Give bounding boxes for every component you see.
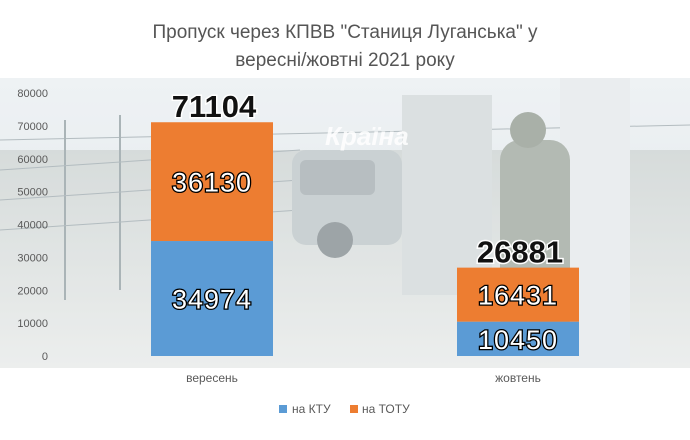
y-tick-label: 30000: [17, 252, 48, 264]
data-labels: 34974 36130 71104 10450 16431 26881: [170, 88, 564, 356]
bar-value-label: 10450: [478, 325, 558, 355]
watermark: Країна: [325, 121, 409, 151]
legend-swatch-kty: [279, 405, 287, 413]
y-tick-label: 40000: [17, 220, 48, 232]
y-tick-label: 20000: [17, 285, 48, 297]
y-tick-label: 70000: [17, 121, 48, 133]
bar-value-label: 16431: [478, 281, 558, 311]
bar-segment: [457, 321, 579, 356]
x-category-label: вересень: [186, 371, 238, 385]
y-tick-label: 0: [42, 351, 48, 363]
y-tick-label: 60000: [17, 154, 48, 166]
chart-title-line1: Пропуск через КПВВ "Станиця Луганська" у: [152, 22, 538, 43]
bar-total-label: 26881: [477, 235, 563, 270]
y-tick-label: 10000: [17, 318, 48, 330]
bars: [151, 122, 579, 356]
legend: на КТУ на ТОТУ: [279, 402, 410, 416]
legend-label-toty: на ТОТУ: [362, 402, 410, 416]
y-tick-label: 80000: [17, 88, 48, 100]
x-category-label: жовтень: [495, 371, 541, 385]
chart-title-line2: вересні/жовтні 2021 року: [235, 50, 455, 71]
bar-segment: [151, 241, 273, 356]
y-tick-label: 50000: [17, 187, 48, 199]
legend-swatch-toty: [350, 405, 358, 413]
bar-total-label: 71104: [172, 89, 257, 124]
y-axis: 0 10000 20000 30000 40000 50000 60000 70000 8000…: [17, 88, 48, 363]
bar-value-label: 34974: [172, 285, 252, 315]
x-axis: вересень жовтень: [186, 371, 541, 385]
bar-segment: [457, 267, 579, 322]
legend-label-kty: на КТУ: [292, 402, 331, 416]
bar-value-label: 36130: [172, 168, 252, 198]
bar-segment: [151, 122, 273, 242]
